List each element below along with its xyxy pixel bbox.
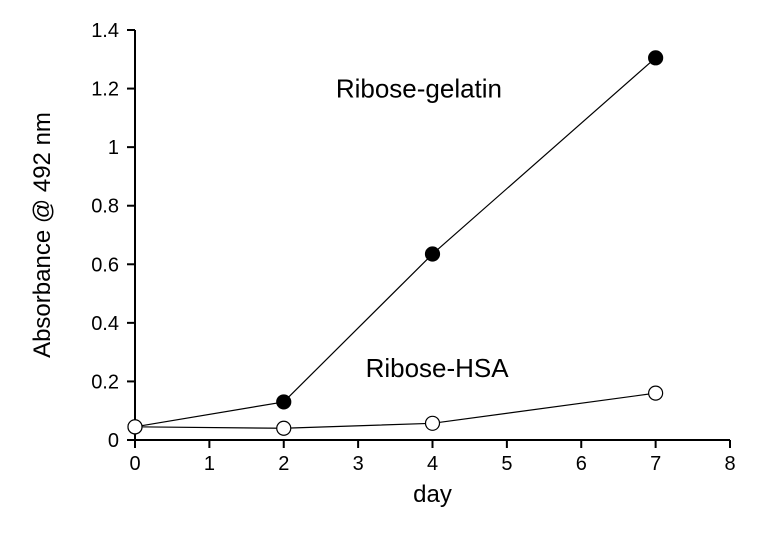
y-tick-label: 1 xyxy=(108,137,119,159)
absorbance-chart: 0 1 2 3 4 5 6 7 8 0 0.2 0.4 0.6 0.8 1 1.2 1.4 day Absorban… xyxy=(0,0,775,533)
x-tick-label: 5 xyxy=(501,453,512,475)
y-tick-label: 0.2 xyxy=(91,371,119,393)
x-tick-label: 8 xyxy=(724,453,735,475)
series-marker-0 xyxy=(649,51,663,65)
y-tick-label: 1.2 xyxy=(91,79,119,101)
chart-svg: 0 1 2 3 4 5 6 7 8 0 0.2 0.4 0.6 0.8 1 1.2 1.4 day Absorban… xyxy=(0,0,775,533)
series-marker-1 xyxy=(426,416,440,430)
y-tick-label: 0 xyxy=(108,430,119,452)
x-tick-label: 2 xyxy=(278,453,289,475)
x-tick-label: 6 xyxy=(576,453,587,475)
x-tick-label: 1 xyxy=(204,453,215,475)
series-marker-0 xyxy=(426,247,440,261)
series-label-1: Ribose-HSA xyxy=(366,353,510,383)
x-tick-label: 3 xyxy=(353,453,364,475)
series-line-1 xyxy=(135,393,656,428)
series-marker-1 xyxy=(128,420,142,434)
x-tick-label: 4 xyxy=(427,453,438,475)
series-marker-1 xyxy=(277,421,291,435)
x-axis-title: day xyxy=(413,481,452,508)
series-marker-1 xyxy=(649,386,663,400)
y-tick-label: 0.4 xyxy=(91,313,119,335)
y-axis-title: Absorbance @ 492 nm xyxy=(29,112,56,358)
y-tick-label: 1.4 xyxy=(91,20,119,42)
series-marker-0 xyxy=(277,395,291,409)
y-tick-label: 0.6 xyxy=(91,254,119,276)
y-tick-label: 0.8 xyxy=(91,196,119,218)
series-label-0: Ribose-gelatin xyxy=(336,73,502,103)
x-tick-label: 0 xyxy=(129,453,140,475)
x-tick-label: 7 xyxy=(650,453,661,475)
